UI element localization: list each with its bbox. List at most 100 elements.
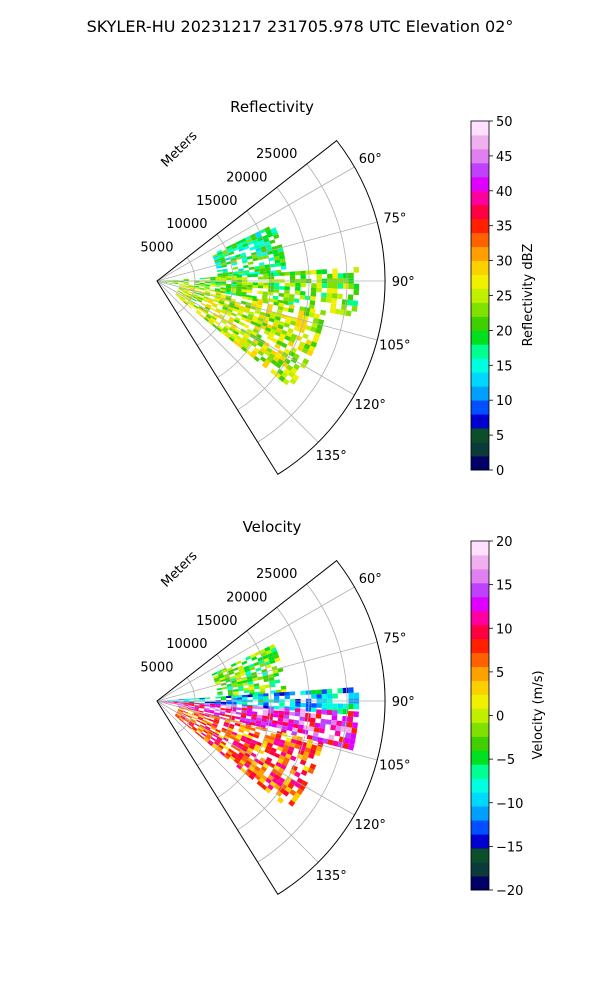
colorbar-segment xyxy=(471,555,489,569)
echo-cell xyxy=(258,706,264,709)
colorbar-segment xyxy=(471,541,489,555)
range-tick-label: 15000 xyxy=(196,614,237,629)
echo-region xyxy=(212,226,286,277)
echo-cell xyxy=(290,271,296,275)
echo-cell xyxy=(299,717,305,722)
colorbar-segment xyxy=(471,848,489,862)
echo-cell xyxy=(242,287,248,290)
echo-cell xyxy=(210,282,215,284)
echo-cell xyxy=(200,698,205,700)
echo-cell xyxy=(331,720,337,726)
echo-cell xyxy=(233,271,239,274)
range-axis-label: Meters xyxy=(159,128,201,170)
echo-cell xyxy=(345,732,351,738)
echo-cell xyxy=(215,277,220,279)
echo-cell xyxy=(247,282,252,285)
echo-cell xyxy=(242,285,248,288)
echo-cell xyxy=(274,289,280,293)
echo-cell xyxy=(249,246,255,250)
echo-cell xyxy=(236,707,242,710)
colorbar-segment xyxy=(471,583,489,597)
colorbar-segment xyxy=(471,834,489,848)
echo-cell xyxy=(343,704,349,709)
echo-cell xyxy=(343,709,349,715)
colorbar-segment xyxy=(471,625,489,639)
echo-cell xyxy=(342,716,348,722)
colorbar-segment xyxy=(471,358,489,372)
echo-cell xyxy=(336,721,342,727)
echo-cell xyxy=(263,286,269,289)
echo-cell xyxy=(322,689,328,694)
colorbar-tick-label: −5 xyxy=(496,753,515,768)
echo-cell xyxy=(308,726,314,731)
echo-cell xyxy=(320,723,326,728)
echo-cell xyxy=(332,710,338,715)
echo-cell xyxy=(258,676,264,680)
echo-cell xyxy=(321,710,327,715)
echo-cell xyxy=(263,703,268,706)
colorbar-segment xyxy=(471,806,489,820)
echo-cell xyxy=(274,706,280,710)
echo-cell xyxy=(216,278,221,280)
echo-cell xyxy=(274,283,279,287)
echo-cell xyxy=(273,710,279,714)
echo-cell xyxy=(322,269,328,274)
echo-cell xyxy=(317,694,322,699)
echo-cell xyxy=(316,714,322,719)
colorbar-segment xyxy=(471,149,489,163)
echo-cell xyxy=(258,277,263,280)
colorbar-segment xyxy=(471,372,489,386)
echo-cell xyxy=(237,282,242,285)
colorbar-tick-label: 20 xyxy=(496,324,513,339)
colorbar-segment xyxy=(471,414,489,428)
echo-cell xyxy=(317,283,322,288)
echo-cell xyxy=(352,306,358,312)
echo-cell xyxy=(226,696,231,698)
echo-cell xyxy=(354,693,359,699)
range-tick-label: 20000 xyxy=(226,170,267,185)
echo-cell xyxy=(231,282,236,284)
echo-cell xyxy=(253,697,258,700)
echo-cell xyxy=(354,284,359,290)
colorbar-tick-label: 25 xyxy=(496,290,513,305)
echo-cell xyxy=(289,294,295,298)
echo-cell xyxy=(233,267,239,270)
echo-cell xyxy=(242,277,247,280)
echo-cell xyxy=(354,704,359,710)
echo-cell xyxy=(257,291,263,294)
echo-cell xyxy=(221,698,226,700)
colorbar-segment xyxy=(471,764,489,778)
echo-cell xyxy=(311,292,317,297)
echo-cell xyxy=(277,797,284,804)
azimuth-tick-label: 75° xyxy=(383,631,406,646)
echo-cell xyxy=(310,718,316,723)
colorbar-tick-label: 0 xyxy=(496,710,504,725)
azimuth-tick-label: 90° xyxy=(392,695,415,710)
colorbar-tick-label: 10 xyxy=(496,622,513,637)
colorbar-segment xyxy=(471,722,489,736)
echo-cell xyxy=(348,273,353,279)
colorbar-segment xyxy=(471,400,489,414)
echo-cell xyxy=(235,716,241,719)
echo-cell xyxy=(289,712,295,716)
echo-cell xyxy=(168,700,173,701)
echo-cell xyxy=(215,709,221,712)
echo-cell xyxy=(311,703,317,708)
azimuth-tick-label: 120° xyxy=(355,398,386,413)
colorbar-segment xyxy=(471,428,489,442)
echo-cell xyxy=(335,731,341,737)
azimuth-tick-label: 75° xyxy=(383,211,406,226)
colorbar-segment xyxy=(471,135,489,149)
echo-cell xyxy=(196,720,201,724)
echo-cell xyxy=(209,289,215,292)
echo-cell xyxy=(210,702,215,704)
panel-title: Velocity xyxy=(243,518,302,536)
echo-cell xyxy=(327,288,333,293)
echo-cell xyxy=(332,293,338,299)
echo-cell xyxy=(284,711,290,715)
colorbar-segment xyxy=(471,219,489,233)
colorbar-tick-label: 40 xyxy=(496,185,513,200)
azimuth-tick-label: 135° xyxy=(315,869,346,884)
